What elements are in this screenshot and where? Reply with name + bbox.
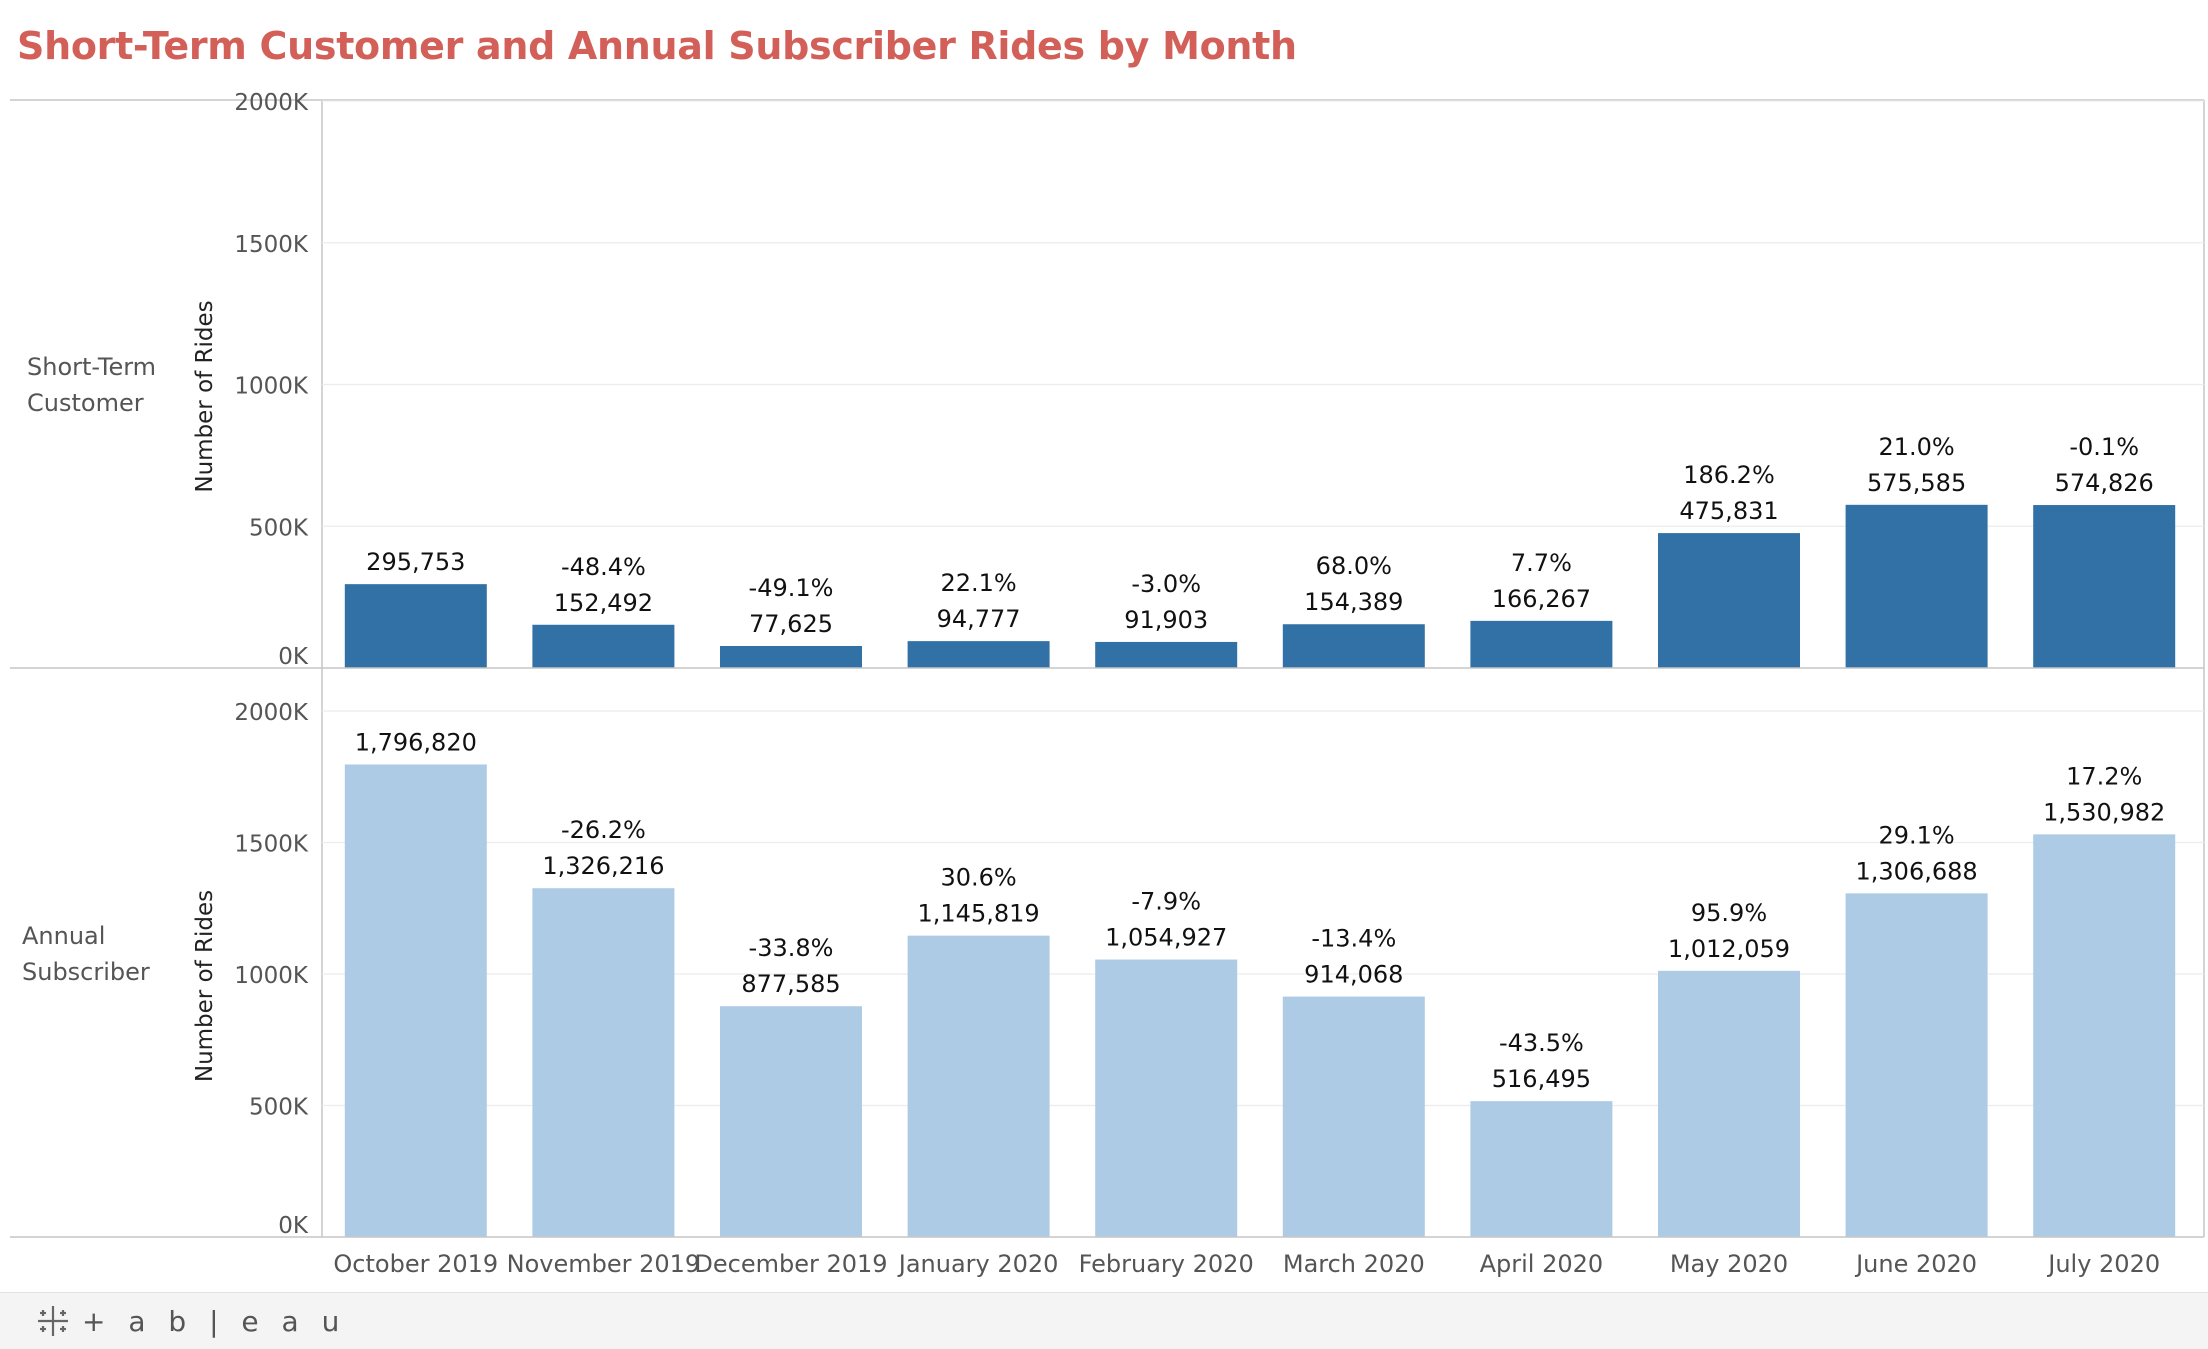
y-tick-label: 2000K <box>234 90 309 116</box>
y-tick-label: 1000K <box>234 374 309 400</box>
row-header-label: Short-Term <box>27 353 156 381</box>
bar-pct-change-label: 22.1% <box>940 569 1016 597</box>
bar-value-label: 1,796,820 <box>355 728 477 756</box>
x-tick-label: October 2019 <box>333 1250 498 1278</box>
bar-value-label: 91,903 <box>1124 606 1208 634</box>
x-tick-label: May 2020 <box>1670 1250 1788 1278</box>
bar <box>720 645 862 668</box>
bar-value-label: 516,495 <box>1492 1065 1591 1093</box>
y-tick-label: 1500K <box>234 232 309 258</box>
bar <box>1282 996 1425 1237</box>
x-tick-label: June 2020 <box>1854 1250 1977 1278</box>
bar-value-label: 914,068 <box>1304 961 1403 989</box>
x-tick-label: July 2020 <box>2046 1250 2160 1278</box>
x-tick-label: November 2019 <box>507 1250 701 1278</box>
bar <box>1658 533 1800 668</box>
y-tick-label: 2000K <box>234 700 309 726</box>
bar-value-label: 1,530,982 <box>2043 798 2165 826</box>
y-tick-label: 0K <box>278 1213 309 1239</box>
bar <box>1470 620 1613 668</box>
bar-pct-change-label: 68.0% <box>1316 552 1392 580</box>
bar-value-label: 152,492 <box>554 589 653 617</box>
x-tick-label: March 2020 <box>1283 1250 1425 1278</box>
y-tick-label: 500K <box>249 515 309 541</box>
row-header-label: Customer <box>27 389 144 417</box>
bar-pct-change-label: -13.4% <box>1311 925 1396 953</box>
bar-value-label: 77,625 <box>749 610 833 638</box>
row-header-label: Subscriber <box>22 958 150 986</box>
bar-value-label: 1,012,059 <box>1668 935 1790 963</box>
bar-pct-change-label: -33.8% <box>749 934 834 962</box>
bar-value-label: 94,777 <box>937 605 1021 633</box>
bar-chart: 0K 500K 1000K 1500K 2000K Number of Rides Shor… <box>10 90 2205 1278</box>
bar <box>1845 504 1988 668</box>
tableau-wordmark: + a b | e a u <box>82 1304 347 1338</box>
bar-value-label: 166,267 <box>1492 585 1591 613</box>
bar <box>1658 970 1800 1237</box>
bar-value-label: 1,145,819 <box>918 900 1040 928</box>
bar-value-label: 574,826 <box>2055 469 2154 497</box>
bar-pct-change-label: 17.2% <box>2066 762 2142 790</box>
bar-pct-change-label: -7.9% <box>1131 888 1201 916</box>
bar <box>344 764 487 1237</box>
bar-value-label: 1,326,216 <box>542 852 664 880</box>
y-tick-label: 500K <box>249 1095 309 1121</box>
bar-value-label: 575,585 <box>1867 469 1966 497</box>
tableau-logo[interactable]: + a b | e a u <box>34 1301 346 1341</box>
x-tick-label: December 2019 <box>694 1250 887 1278</box>
tableau-logo-icon <box>38 1306 68 1336</box>
bar-pct-change-label: -48.4% <box>561 553 646 581</box>
bar-value-label: 1,306,688 <box>1856 857 1978 885</box>
bar-pct-change-label: -43.5% <box>1499 1029 1584 1057</box>
bar <box>532 624 675 668</box>
bar-value-label: 295,753 <box>366 548 465 576</box>
bar <box>720 1006 862 1237</box>
footer-bar: + a b | e a u <box>0 1292 2208 1349</box>
bar <box>907 641 1050 668</box>
y-tick-label: 0K <box>278 644 309 670</box>
bar <box>2033 834 2176 1237</box>
bar-pct-change-label: -49.1% <box>749 574 834 602</box>
x-tick-label: April 2020 <box>1480 1250 1604 1278</box>
bar-pct-change-label: -0.1% <box>2069 433 2139 461</box>
bar-pct-change-label: 30.6% <box>940 864 1016 892</box>
bar <box>1282 624 1425 668</box>
bar-pct-change-label: 186.2% <box>1683 461 1775 489</box>
bar-pct-change-label: 95.9% <box>1691 899 1767 927</box>
bar-value-label: 154,389 <box>1304 588 1403 616</box>
x-tick-label: February 2020 <box>1079 1250 1254 1278</box>
bar <box>2033 505 2176 668</box>
bar-pct-change-label: -3.0% <box>1131 570 1201 598</box>
bar <box>1845 893 1988 1237</box>
bar <box>1095 641 1238 668</box>
bar <box>532 888 675 1237</box>
bar-value-label: 475,831 <box>1679 497 1778 525</box>
y-tick-label: 1500K <box>234 832 309 858</box>
row-header-label: Annual <box>22 922 105 950</box>
y-axis-title: Number of Rides <box>192 300 218 492</box>
bar-pct-change-label: -26.2% <box>561 816 646 844</box>
chart-title: Short-Term Customer and Annual Subscribe… <box>17 24 1297 68</box>
bar <box>907 935 1050 1237</box>
y-axis-title: Number of Rides <box>192 890 218 1082</box>
bar-value-label: 877,585 <box>741 970 840 998</box>
bar-value-label: 1,054,927 <box>1105 924 1227 952</box>
x-tick-label: January 2020 <box>897 1250 1059 1278</box>
bar <box>344 584 487 668</box>
y-tick-label: 1000K <box>234 963 309 989</box>
bar-pct-change-label: 21.0% <box>1878 433 1954 461</box>
bar <box>1095 959 1238 1237</box>
bar <box>1470 1101 1613 1237</box>
bar-pct-change-label: 29.1% <box>1878 821 1954 849</box>
bar-pct-change-label: 7.7% <box>1511 549 1572 577</box>
